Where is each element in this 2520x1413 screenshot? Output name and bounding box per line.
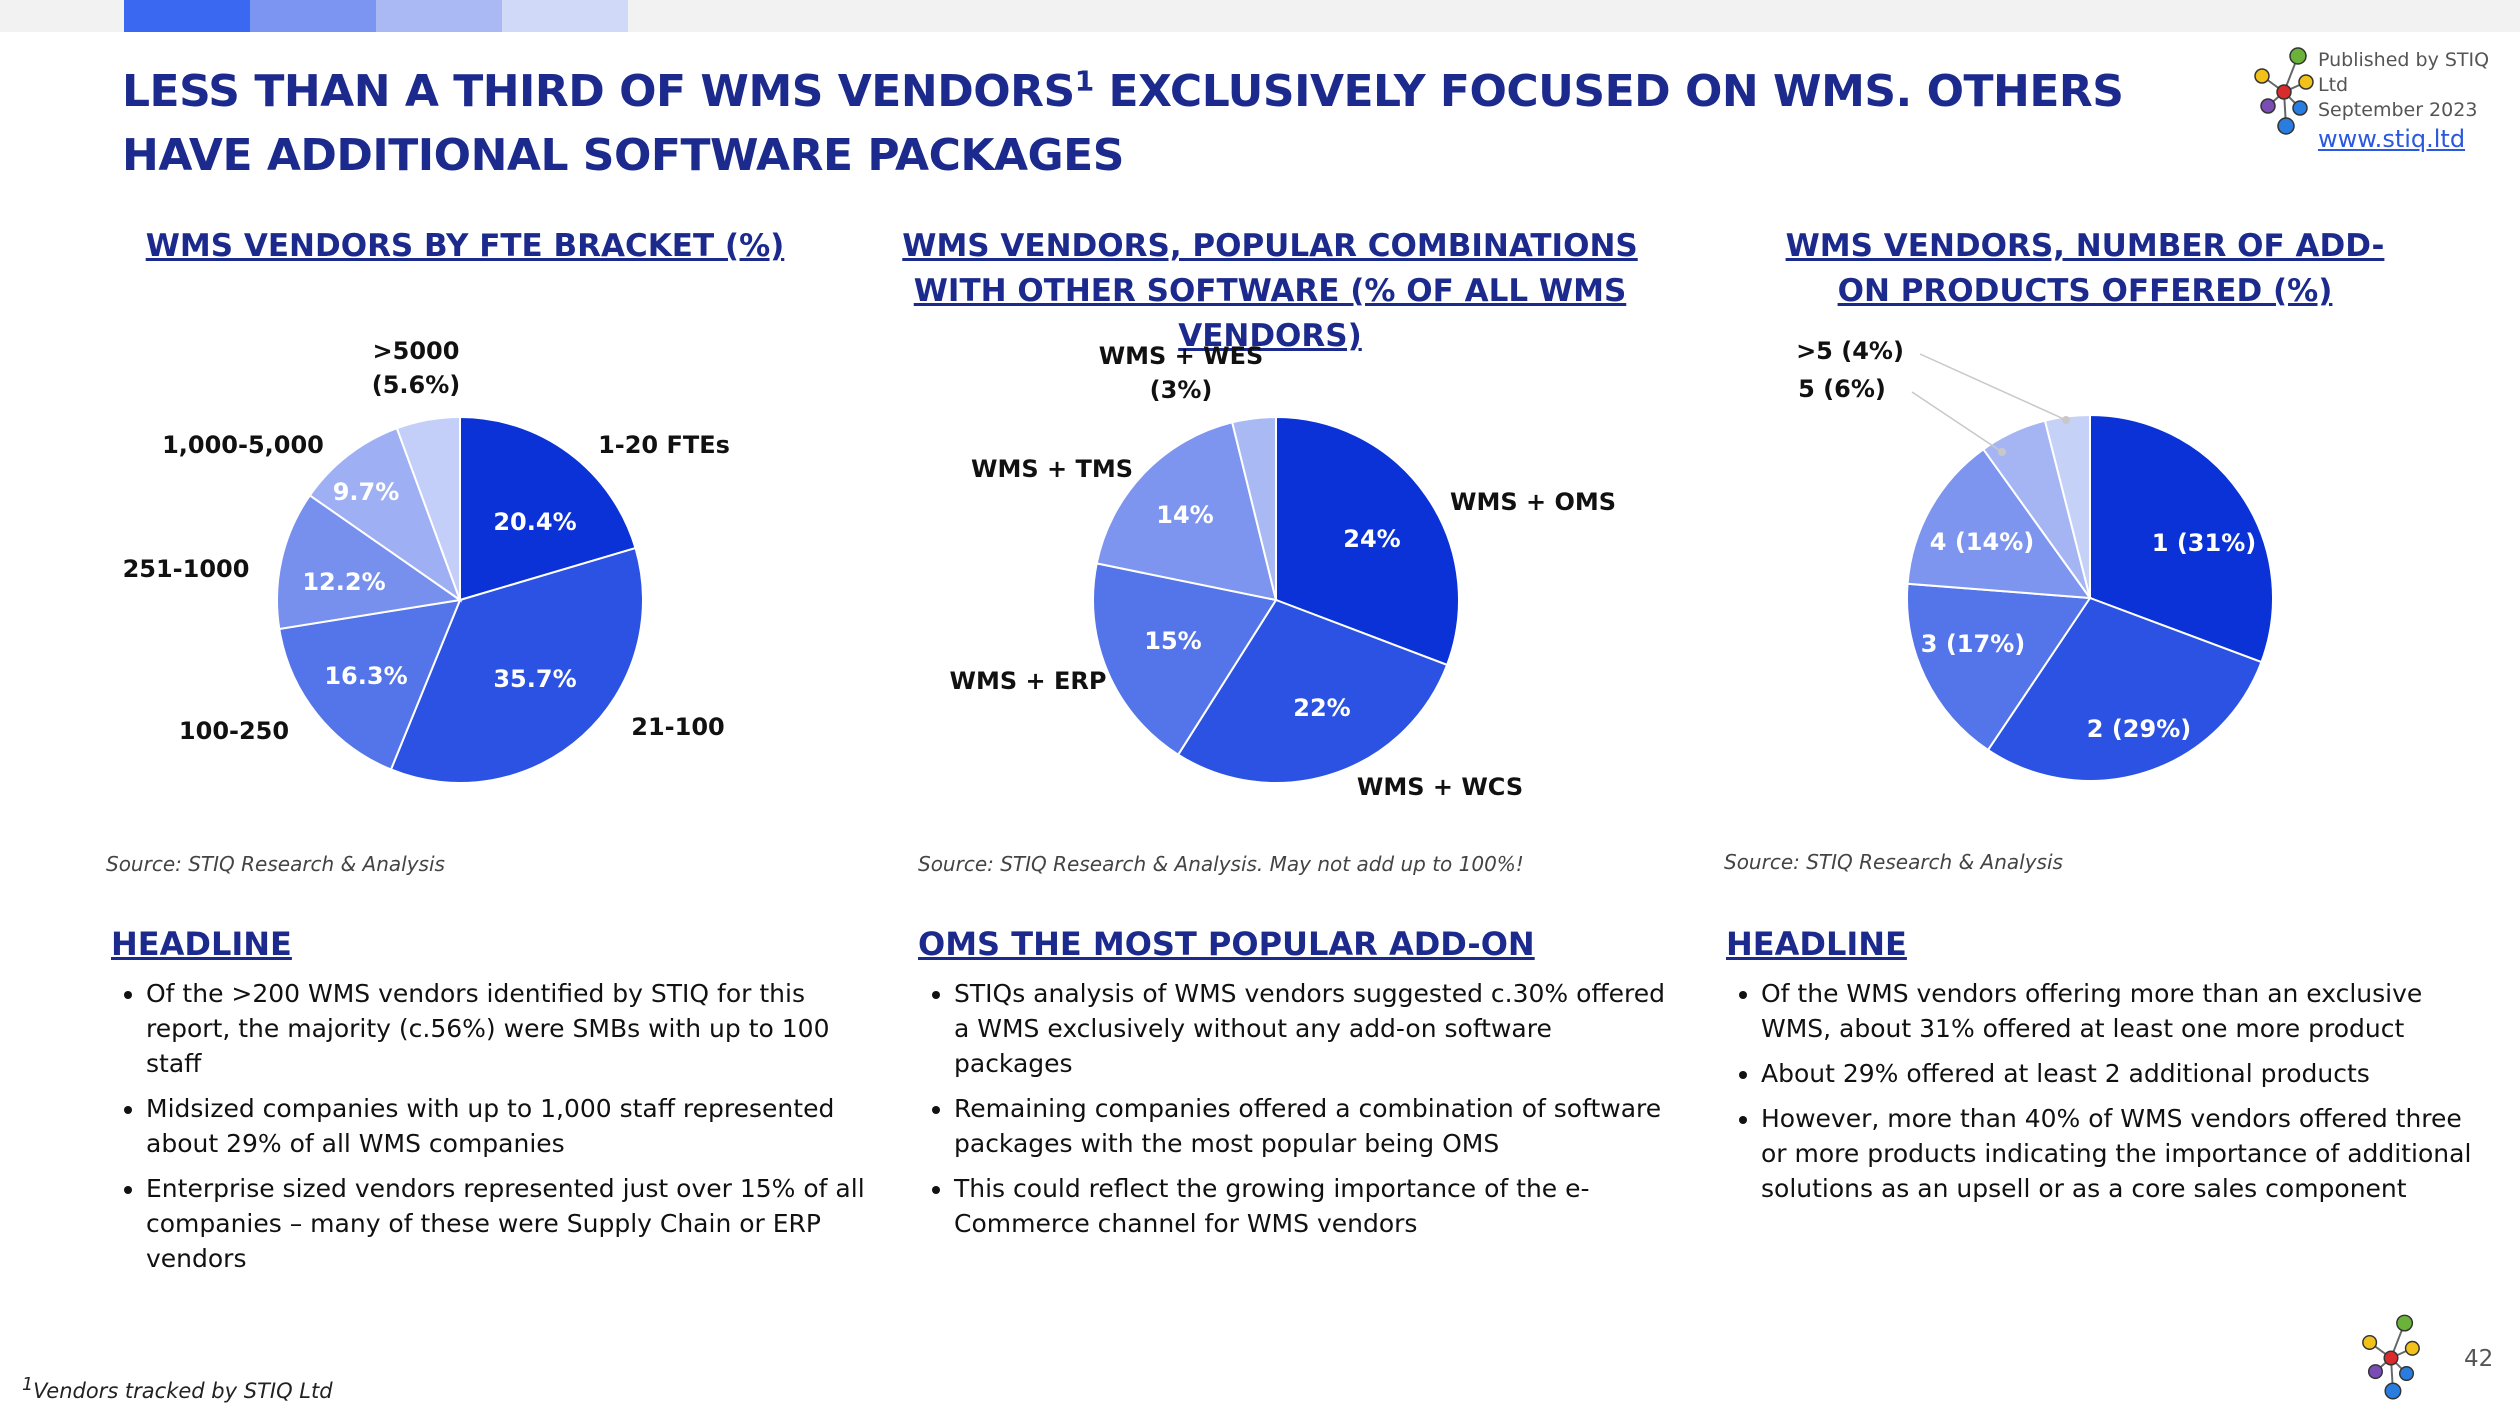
slice-value-label: 4 (14%) xyxy=(1930,528,2034,556)
pie-chart: 24% 22% 15% 14% WMS + OMS WMS + WCS WMS + ERP W… xyxy=(950,342,1616,801)
slice-value-label: 20.4% xyxy=(493,508,576,536)
publisher-line: Published by STIQ Ltd xyxy=(2318,49,2490,96)
bullet-list: Of the >200 WMS vendors identified by ST… xyxy=(110,976,866,1286)
slice-value-label: 22% xyxy=(1293,694,1350,722)
pie-slice xyxy=(308,426,463,603)
slice-category-label: 1-20 FTEs xyxy=(598,431,730,459)
list-item: Midsized companies with up to 1,000 staf… xyxy=(146,1091,866,1161)
slice-category-label: WMS + ERP xyxy=(950,667,1107,695)
slice-category-label: >5000 xyxy=(373,337,460,365)
pie-slice xyxy=(1092,562,1278,757)
slice-category-label: WMS + WCS xyxy=(1357,773,1523,801)
section-heading: HEADLINE xyxy=(111,925,292,963)
slice-category-label: >5 (4%) xyxy=(1796,337,1904,365)
pie-slice xyxy=(1275,415,1461,667)
list-item: Enterprise sized vendors represented jus… xyxy=(146,1171,866,1276)
pie-slice xyxy=(1906,582,2092,752)
stiq-logo-icon xyxy=(2362,1314,2420,1400)
chart-title-combinations: WMS VENDORS, POPULAR COMBINATIONS WITH O… xyxy=(902,228,1638,354)
bullet-list: STIQs analysis of WMS vendors suggested … xyxy=(918,976,1674,1251)
stiq-logo-icon xyxy=(2254,47,2314,135)
publisher-date: September 2023 xyxy=(2318,99,2478,121)
slice-value-label: 1 (31%) xyxy=(2152,529,2256,557)
list-item: This could reflect the growing importanc… xyxy=(954,1171,1674,1241)
chart-title-fte: WMS VENDORS BY FTE BRACKET (%) xyxy=(145,228,785,264)
slice-category-label: 21-100 xyxy=(631,713,724,741)
list-item: Of the WMS vendors offering more than an… xyxy=(1761,976,2481,1046)
page-title-part2: EXCLUSIVELY FOCUSED ON WMS. OTHERS HAVE … xyxy=(122,66,2124,181)
pie-slice xyxy=(395,415,461,601)
leader-line xyxy=(1919,353,2067,421)
list-item: About 29% offered at least 2 additional … xyxy=(1761,1056,2481,1091)
page-title: LESS THAN A THIRD OF WMS VENDORS1 EXCLUS… xyxy=(122,60,2152,188)
chart-source: Source: STIQ Research & Analysis xyxy=(106,852,445,876)
pie-slice xyxy=(1095,421,1278,602)
slice-value-label: 12.2% xyxy=(302,568,385,596)
top-accent-bar xyxy=(0,0,2520,32)
leader-dot xyxy=(1998,448,2006,456)
slice-value-label: 9.7% xyxy=(333,478,400,506)
footnote-marker: 1 xyxy=(22,1375,34,1395)
slice-value-label: 2 (29%) xyxy=(2087,715,2191,743)
slice-value-label: 3 (17%) xyxy=(1921,630,2025,658)
publisher-link[interactable]: www.stiq.ltd xyxy=(2318,125,2466,153)
slice-category-label: 100-250 xyxy=(179,717,289,745)
pie-slice xyxy=(1230,415,1277,601)
pie-slice xyxy=(278,598,462,771)
slice-category-label: WMS + TMS xyxy=(971,455,1133,483)
chart-source: Source: STIQ Research & Analysis xyxy=(1724,850,2063,874)
page-number: 42 xyxy=(2464,1346,2494,1372)
page-title-part1: LESS THAN A THIRD OF WMS VENDORS xyxy=(122,66,1075,117)
chart-title-addons: WMS VENDORS, NUMBER OF ADD-ON PRODUCTS O… xyxy=(1785,228,2385,309)
slice-category-label: 1,000-5,000 xyxy=(162,431,324,459)
pie-slice xyxy=(389,546,644,784)
slice-category-label: (3%) xyxy=(1150,376,1213,404)
slice-category-label: WMS + WES xyxy=(1099,342,1264,370)
section-heading: HEADLINE xyxy=(1726,925,1907,963)
slice-value-label: 24% xyxy=(1343,525,1400,553)
pie-chart: 1 (31%) 2 (29%) 3 (17%) 4 (14%) 5 (6%) >5 (4%… xyxy=(1796,337,2275,782)
pie-charts: 20.4% 35.7% 16.3% 12.2% 9.7% 1-20 FTEs 21-100 1… xyxy=(123,337,2275,801)
chart-source: Source: STIQ Research & Analysis. May no… xyxy=(918,852,1524,876)
pie-slice xyxy=(1986,596,2263,782)
list-item: However, more than 40% of WMS vendors of… xyxy=(1761,1101,2481,1206)
pie-slice xyxy=(1906,447,2093,600)
footnote: 1Vendors tracked by STIQ Ltd xyxy=(22,1375,333,1403)
slice-value-label: 14% xyxy=(1156,501,1213,529)
pie-slice xyxy=(1176,598,1449,784)
slice-value-label: 35.7% xyxy=(493,665,576,693)
accent-segment xyxy=(124,0,250,32)
list-item: Of the >200 WMS vendors identified by ST… xyxy=(146,976,866,1081)
leader-line xyxy=(1911,391,2003,453)
slice-value-label: 16.3% xyxy=(324,662,407,690)
slice-category-label: (5.6%) xyxy=(372,371,461,399)
pie-chart: 20.4% 35.7% 16.3% 12.2% 9.7% 1-20 FTEs 21-100 1… xyxy=(123,337,730,784)
leader-dot xyxy=(2062,416,2070,424)
publisher-info: Published by STIQ Ltd September 2023 www… xyxy=(2318,48,2520,155)
footnote-text: Vendors tracked by STIQ Ltd xyxy=(33,1379,333,1403)
list-item: STIQs analysis of WMS vendors suggested … xyxy=(954,976,1674,1081)
accent-segment xyxy=(376,0,502,32)
slice-value-label: 15% xyxy=(1144,627,1201,655)
accent-segment xyxy=(502,0,628,32)
accent-segment xyxy=(250,0,376,32)
title-footnote-marker: 1 xyxy=(1074,64,1094,98)
section-heading: OMS THE MOST POPULAR ADD-ON xyxy=(918,925,1535,963)
list-item: Remaining companies offered a combinatio… xyxy=(954,1091,1674,1161)
slice-category-label: 5 (6%) xyxy=(1798,375,1886,403)
slice-category-label: WMS + OMS xyxy=(1450,488,1616,516)
slice-category-label: 251-1000 xyxy=(123,555,250,583)
bullet-list: Of the WMS vendors offering more than an… xyxy=(1725,976,2481,1216)
pie-slice xyxy=(276,493,463,631)
pie-slice xyxy=(2089,413,2275,664)
pie-slice xyxy=(459,415,637,602)
